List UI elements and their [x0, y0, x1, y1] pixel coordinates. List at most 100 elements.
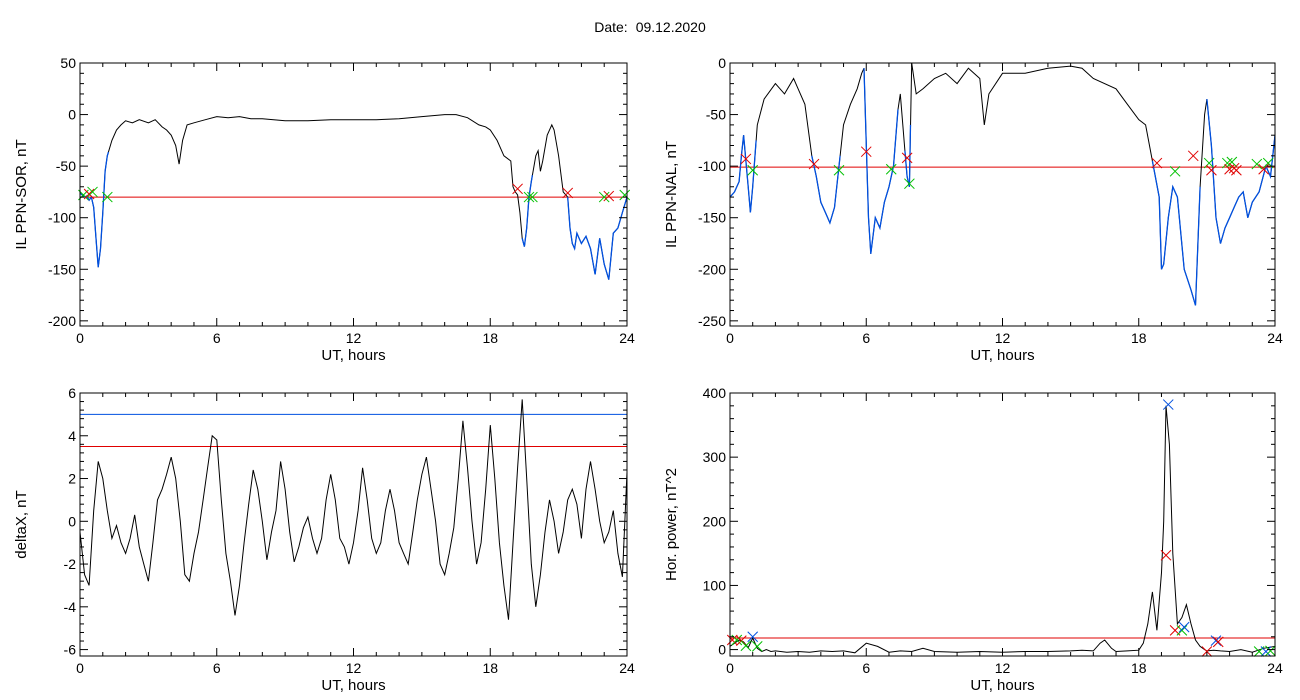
date-title: Date: 09.12.2020	[0, 19, 1300, 35]
y-tick-label: 100	[703, 577, 727, 593]
plot-frame	[79, 392, 628, 657]
y-tick-label: -250	[698, 313, 726, 329]
cross-marker	[1251, 158, 1263, 170]
cross-stroke	[562, 187, 574, 199]
y-tick-label: -2	[64, 556, 77, 572]
x-tick-label: 0	[76, 330, 84, 346]
cross-marker	[1212, 636, 1224, 648]
cross-stroke	[1262, 157, 1274, 169]
cross-marker	[1178, 621, 1190, 633]
cross-marker	[1203, 157, 1215, 169]
cross-marker	[1201, 646, 1213, 657]
cross-stroke	[1258, 163, 1269, 175]
cross-marker	[101, 191, 113, 203]
cross-marker	[1187, 150, 1199, 162]
cross-stroke	[1251, 158, 1263, 170]
cross-stroke	[901, 152, 913, 164]
substorm-segment	[80, 151, 110, 268]
x-axis-label: UT, hours	[970, 677, 1034, 694]
x-tick-label: 18	[482, 660, 498, 676]
cross-marker	[747, 631, 759, 643]
cross-stroke	[1160, 549, 1172, 561]
x-tick-label: 6	[862, 330, 870, 346]
cross-stroke	[731, 634, 743, 646]
cross-stroke	[747, 164, 759, 176]
y-axis-label: IL PPN-NAL, nT	[663, 141, 680, 248]
cross-marker	[1224, 163, 1235, 175]
y-axis-label: deltaX, nT	[13, 490, 30, 558]
plot-frame	[79, 62, 628, 327]
cross-marker	[833, 164, 845, 176]
cross-marker	[527, 191, 538, 203]
cross-marker	[885, 163, 897, 175]
y-tick-label: 2	[68, 471, 76, 487]
cross-marker	[87, 186, 98, 198]
cross-stroke	[1169, 165, 1181, 177]
y-tick-label: 0	[68, 107, 76, 123]
cross-stroke	[1162, 399, 1174, 410]
x-tick-label: 24	[1267, 660, 1283, 676]
x-tick-label: 24	[619, 330, 635, 346]
cross-marker	[1221, 157, 1233, 169]
x-axis-label: UT, hours	[321, 347, 385, 364]
date-label: Date:	[594, 19, 628, 35]
substorm-segment	[1151, 160, 1201, 306]
cross-marker	[1226, 156, 1238, 168]
cross-stroke	[1231, 164, 1242, 176]
y-tick-label: -50	[706, 107, 726, 123]
cross-marker	[598, 191, 610, 203]
cross-stroke	[101, 191, 113, 203]
x-tick-label: 6	[862, 660, 870, 676]
cross-marker	[740, 153, 752, 165]
cross-marker	[1265, 645, 1276, 657]
cross-stroke	[619, 189, 631, 201]
cross-marker	[1231, 164, 1242, 176]
x-tick-label: 0	[726, 330, 734, 346]
cross-marker	[1210, 635, 1222, 646]
cross-stroke	[1265, 645, 1276, 657]
cross-marker	[901, 152, 913, 164]
date-value: 09.12.2020	[635, 19, 706, 35]
y-tick-label: -150	[48, 261, 76, 277]
y-tick-label: 0	[68, 513, 76, 529]
cross-stroke	[1210, 635, 1222, 646]
cross-stroke	[1151, 157, 1163, 169]
cross-stroke	[1260, 646, 1272, 657]
cross-stroke	[523, 191, 535, 203]
plot-frame	[729, 62, 1276, 327]
y-tick-label: 6	[68, 385, 76, 401]
y-tick-label: -6	[64, 642, 77, 658]
cross-stroke	[87, 186, 98, 198]
cross-marker	[1260, 646, 1272, 657]
x-tick-label: 12	[995, 330, 1011, 346]
y-tick-label: 4	[68, 428, 76, 444]
substorm-segment	[811, 155, 841, 225]
cross-stroke	[527, 191, 538, 203]
x-tick-label: 6	[213, 330, 221, 346]
cross-marker	[1206, 164, 1217, 176]
substorm-segment	[863, 68, 899, 254]
cross-stroke	[747, 631, 759, 643]
cross-stroke	[512, 183, 523, 195]
cross-stroke	[808, 158, 820, 170]
y-axis-label: IL PPN-SOR, nT	[13, 139, 30, 249]
cross-marker	[1151, 157, 1163, 169]
cross-stroke	[83, 188, 95, 200]
x-tick-label: 12	[995, 660, 1011, 676]
x-tick-label: 12	[346, 660, 362, 676]
y-tick-label: -150	[698, 210, 726, 226]
cross-stroke	[603, 190, 615, 202]
substorm-segment	[567, 196, 627, 280]
y-tick-label: 0	[718, 55, 726, 71]
cross-stroke	[1203, 157, 1215, 169]
cross-marker	[1176, 624, 1188, 636]
cross-marker	[726, 634, 738, 646]
x-tick-label: 12	[346, 330, 362, 346]
cross-marker	[740, 640, 752, 652]
cross-stroke	[1201, 646, 1213, 657]
cross-stroke	[726, 634, 738, 646]
cross-marker	[1162, 399, 1174, 410]
x-tick-label: 18	[1131, 660, 1147, 676]
cross-marker	[860, 146, 872, 158]
